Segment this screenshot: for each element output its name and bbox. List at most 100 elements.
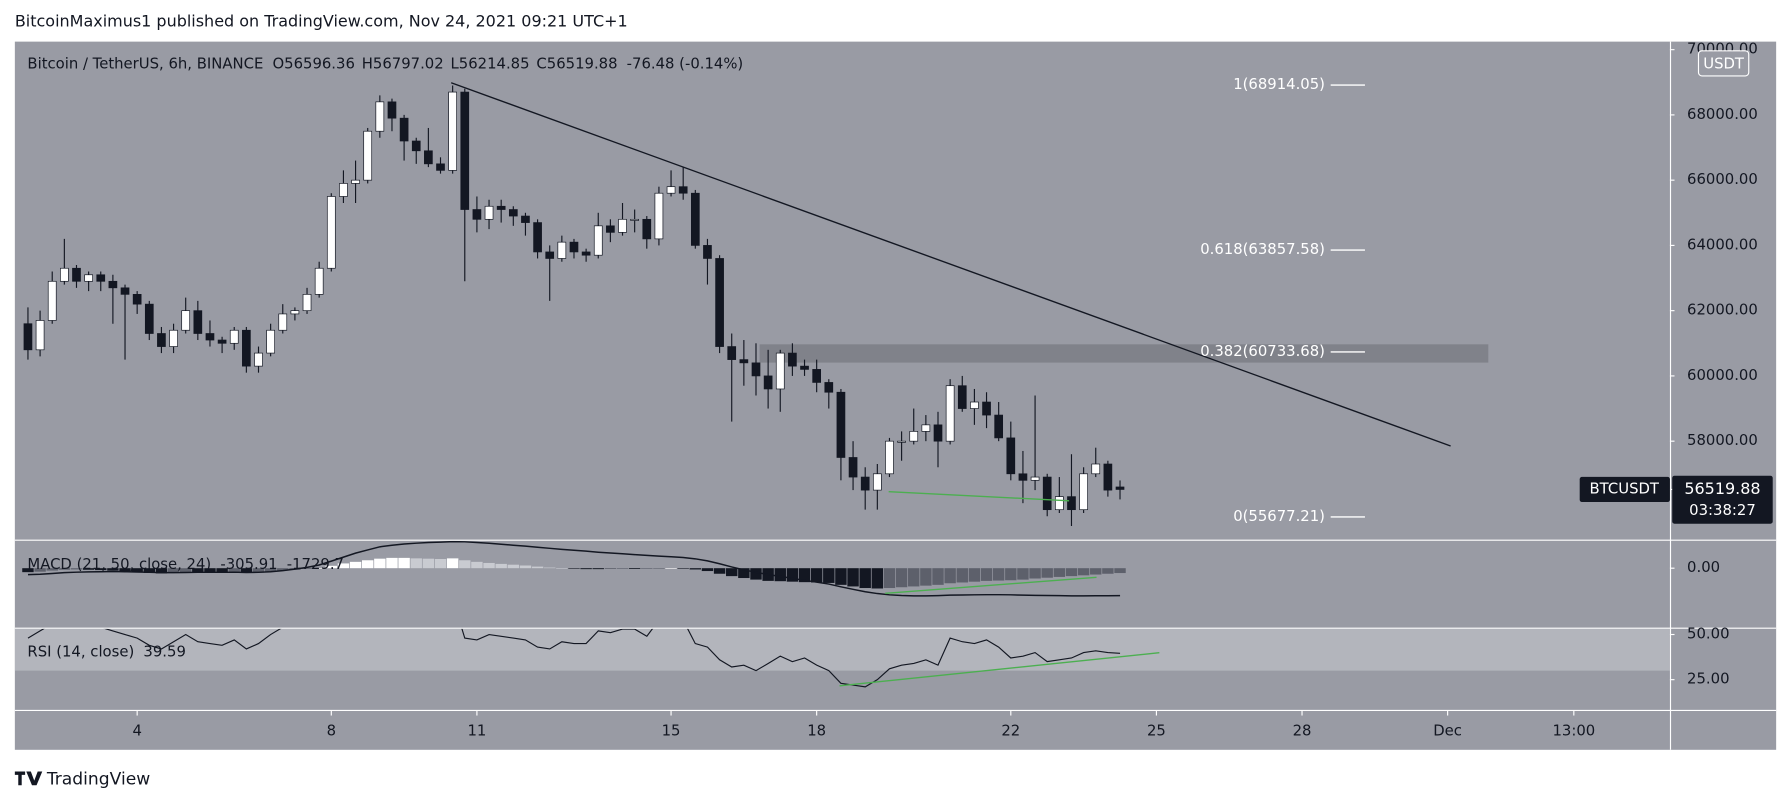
macd-histogram-bar bbox=[264, 568, 277, 572]
macd-histogram-bar bbox=[410, 558, 422, 569]
candle-body bbox=[885, 440, 894, 475]
macd-histogram-bar bbox=[155, 568, 168, 574]
candle-body bbox=[654, 192, 664, 240]
candle-body bbox=[581, 251, 591, 256]
candle-body bbox=[132, 294, 142, 305]
candle-body bbox=[254, 352, 263, 367]
candle-body bbox=[205, 333, 215, 341]
rsi-divergence-line bbox=[839, 652, 1160, 687]
macd-histogram-bar bbox=[871, 568, 884, 589]
ohlc-value: 56596.36 bbox=[284, 55, 355, 72]
candle-body bbox=[169, 329, 178, 347]
macd-histogram-bar bbox=[34, 568, 46, 572]
ohlc-label: O bbox=[272, 55, 284, 72]
rsi-value: 39.59 bbox=[143, 644, 185, 661]
candle-body bbox=[96, 274, 106, 282]
macd-histogram-bar bbox=[1065, 568, 1078, 577]
candle-body bbox=[642, 218, 652, 240]
x-tick-label: 15 bbox=[662, 723, 681, 740]
rsi-legend: RSI (14, close) 39.59 bbox=[27, 644, 185, 661]
candle-body bbox=[545, 251, 555, 259]
ohlc-value: 56214.85 bbox=[459, 55, 530, 72]
macd-histogram-bar bbox=[398, 557, 410, 569]
candle-body bbox=[363, 130, 373, 181]
macd-histogram-bar bbox=[774, 568, 786, 582]
candle-body bbox=[763, 375, 773, 390]
macd-histogram-bar bbox=[483, 562, 495, 569]
candle-body bbox=[387, 101, 397, 119]
resistance-zone bbox=[759, 344, 1489, 363]
macd-histogram-bar bbox=[216, 568, 228, 573]
macd-histogram-bar bbox=[82, 568, 95, 570]
drawings bbox=[450, 82, 1451, 502]
macd-histogram-bar bbox=[859, 568, 871, 589]
y-tick-label: 60000.00 bbox=[1687, 367, 1758, 384]
candle-body bbox=[72, 267, 81, 282]
candle-body bbox=[872, 473, 882, 491]
candle-body bbox=[897, 440, 906, 443]
macd-histogram-bar bbox=[95, 568, 107, 571]
candle-body bbox=[1091, 463, 1101, 475]
candle-body bbox=[120, 287, 130, 295]
macd-histogram-bar bbox=[738, 568, 750, 579]
x-tick-label: 25 bbox=[1147, 723, 1166, 740]
macd-histogram-bar bbox=[252, 568, 265, 573]
y-tick-label: 68000.00 bbox=[1687, 106, 1758, 123]
candle-body bbox=[266, 329, 275, 354]
symbol-label: BTCUSDT bbox=[1590, 480, 1660, 497]
macd-histogram-bar bbox=[46, 568, 58, 571]
candle-body bbox=[314, 267, 324, 295]
macd-histogram-bar bbox=[1005, 568, 1017, 581]
candle-body bbox=[775, 352, 785, 390]
macd-histogram-bar bbox=[301, 568, 313, 569]
fib-label: 0.382(60733.68) bbox=[1200, 343, 1325, 360]
candle-body bbox=[521, 215, 530, 223]
ohlc-label: C bbox=[536, 55, 546, 72]
candle-body bbox=[812, 369, 822, 383]
macd-histogram-bar bbox=[1017, 568, 1029, 580]
candle-body bbox=[836, 391, 846, 458]
candle-body bbox=[47, 280, 57, 321]
macd-histogram-bar bbox=[1053, 568, 1066, 577]
macd-histogram-bar bbox=[374, 558, 386, 569]
candle-body bbox=[60, 267, 69, 282]
candle-body bbox=[217, 339, 227, 344]
candle-body bbox=[618, 218, 627, 233]
candle-body bbox=[557, 241, 567, 259]
macd-histogram-bar bbox=[956, 568, 968, 583]
macd-histogram-bar bbox=[701, 568, 714, 572]
candle-body bbox=[824, 382, 834, 393]
candle-body bbox=[1103, 463, 1113, 491]
macd-histogram-bar bbox=[810, 568, 823, 583]
candle-body bbox=[933, 424, 943, 442]
macd-histogram-bar bbox=[835, 568, 847, 585]
macd-divergence-line bbox=[885, 576, 1097, 595]
macd-legend: MACD (21, 50, close, 24) -305.91 -1729.7 bbox=[27, 556, 344, 573]
logo-mark bbox=[14, 771, 43, 786]
candle-body bbox=[800, 365, 809, 370]
candle-body bbox=[1115, 486, 1125, 490]
candle-body bbox=[593, 225, 603, 256]
symbol-box bbox=[1579, 476, 1670, 503]
y-tick-label: 62000.00 bbox=[1687, 302, 1758, 319]
candle-body bbox=[666, 186, 676, 194]
macd-histogram-bar bbox=[446, 558, 459, 569]
ohlc-label: H bbox=[362, 55, 373, 72]
candle-body bbox=[678, 186, 688, 194]
macd-histogram-bar bbox=[556, 568, 568, 569]
candle-body bbox=[788, 352, 797, 367]
macd-histogram-bar bbox=[313, 568, 325, 569]
macd-histogram-bar bbox=[798, 568, 811, 583]
macd-histogram-bar bbox=[653, 568, 665, 569]
candle-body bbox=[351, 179, 360, 184]
macd-histogram-bar bbox=[604, 568, 617, 569]
macd-histogram-bar bbox=[944, 568, 956, 584]
macd-histogram-bar bbox=[628, 568, 641, 569]
candle-body bbox=[533, 222, 542, 253]
x-tick-label: 18 bbox=[807, 723, 826, 740]
candle-body bbox=[945, 385, 955, 442]
change-value: -76.48 (-0.14%) bbox=[627, 55, 744, 72]
trendline bbox=[450, 82, 1451, 447]
candle-body bbox=[994, 414, 1004, 439]
candle-body bbox=[1042, 476, 1052, 511]
